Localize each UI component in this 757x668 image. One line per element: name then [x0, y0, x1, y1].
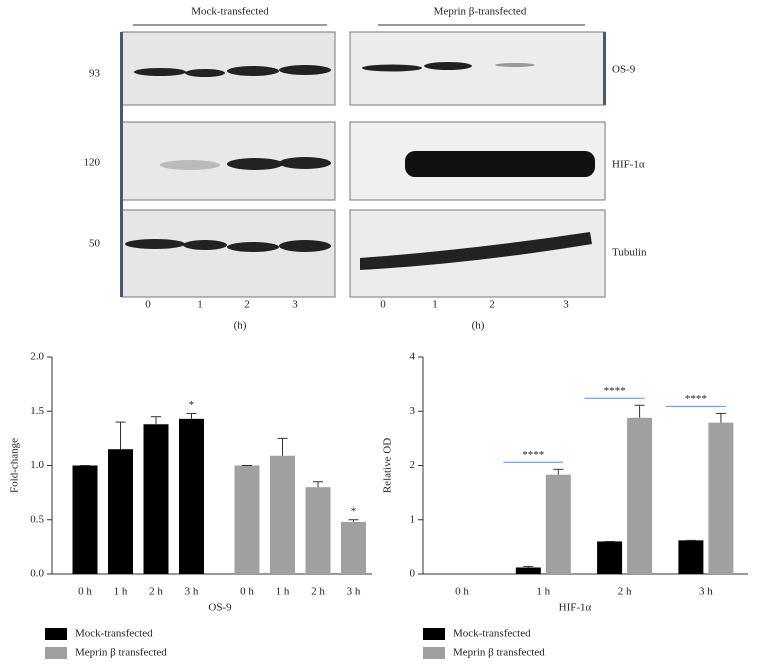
lane-label: 0 — [145, 299, 151, 311]
lane-label: 1 — [432, 299, 438, 311]
legend-swatch — [45, 628, 67, 640]
x-tick-label: 3 h — [699, 586, 713, 598]
group-label: Meprin β-transfected — [434, 6, 527, 18]
protein-label: HIF-1α — [612, 159, 645, 171]
bar — [270, 455, 295, 574]
y-tick-label: 1 — [410, 513, 416, 525]
bar — [708, 422, 734, 574]
x-axis-label: OS-9 — [208, 602, 232, 614]
bar — [234, 465, 260, 574]
x-axis-label: HIF-1α — [559, 602, 592, 614]
x-tick-label: 0 h — [240, 586, 254, 598]
y-tick-label: 4 — [410, 351, 416, 363]
bar — [545, 474, 571, 574]
lane-label: 0 — [380, 299, 386, 311]
bar — [678, 540, 704, 574]
marker-label: 93 — [89, 68, 101, 80]
y-tick-label: 0.0 — [30, 568, 44, 580]
data-label: * — [189, 399, 195, 411]
bar — [72, 465, 98, 574]
bar — [179, 418, 204, 574]
significance-label: **** — [685, 393, 707, 405]
significance-label: **** — [522, 449, 544, 461]
protein-label: OS-9 — [612, 64, 636, 76]
bar — [305, 487, 331, 574]
bar — [627, 417, 653, 574]
unit-label: (h) — [234, 320, 247, 332]
bands-os9 — [134, 62, 535, 77]
legend-label: Meprin β transfected — [75, 647, 167, 659]
protein-label: Tubulin — [612, 247, 647, 259]
x-tick-label: 2 h — [618, 586, 632, 598]
lane-label: 3 — [292, 299, 298, 311]
lane-label: 3 — [563, 299, 569, 311]
marker-label: 50 — [89, 238, 101, 250]
legend-swatch — [423, 628, 445, 640]
x-tick-label: 0 h — [78, 586, 92, 598]
y-tick-label: 3 — [410, 405, 416, 417]
blot-panel — [121, 209, 336, 298]
x-tick-label: 3 h — [185, 586, 199, 598]
significance-label: **** — [604, 385, 626, 397]
x-tick-label: 0 h — [455, 586, 469, 598]
x-tick-label: 3 h — [347, 586, 361, 598]
legend-swatch — [423, 647, 445, 659]
legend-label: Mock-transfected — [453, 628, 531, 640]
bar — [341, 521, 366, 574]
y-axis-label: Fold-change — [9, 438, 21, 493]
bar — [597, 541, 623, 574]
data-label: * — [351, 505, 357, 517]
x-tick-label: 1 h — [536, 586, 550, 598]
legend-label: Mock-transfected — [75, 628, 153, 640]
y-tick-label: 1.5 — [30, 405, 44, 417]
lane-label: 2 — [244, 299, 250, 311]
lane-label: 2 — [489, 299, 495, 311]
unit-label: (h) — [472, 320, 485, 332]
bar — [108, 449, 133, 574]
group-label: Mock-transfected — [191, 6, 269, 18]
y-tick-label: 0.5 — [30, 513, 44, 525]
blot-panels — [120, 24, 606, 298]
legend-swatch — [45, 647, 67, 659]
bar — [143, 424, 169, 574]
bar — [515, 567, 541, 574]
bands-hif — [160, 151, 595, 177]
marker-label: 120 — [84, 157, 101, 169]
legend-label: Meprin β transfected — [453, 647, 545, 659]
x-tick-label: 2 h — [311, 586, 325, 598]
lane-label: 1 — [197, 299, 203, 311]
x-tick-label: 1 h — [114, 586, 128, 598]
y-tick-label: 1.0 — [30, 459, 44, 471]
y-tick-label: 0 — [410, 568, 416, 580]
blot-edge — [603, 32, 606, 105]
bands-tubulin — [125, 232, 592, 270]
y-tick-label: 2 — [410, 459, 416, 471]
y-tick-label: 2.0 — [30, 351, 44, 363]
blot-edge — [120, 32, 123, 297]
x-tick-label: 1 h — [276, 586, 290, 598]
x-tick-label: 2 h — [149, 586, 163, 598]
y-axis-label: Relative OD — [382, 438, 394, 493]
